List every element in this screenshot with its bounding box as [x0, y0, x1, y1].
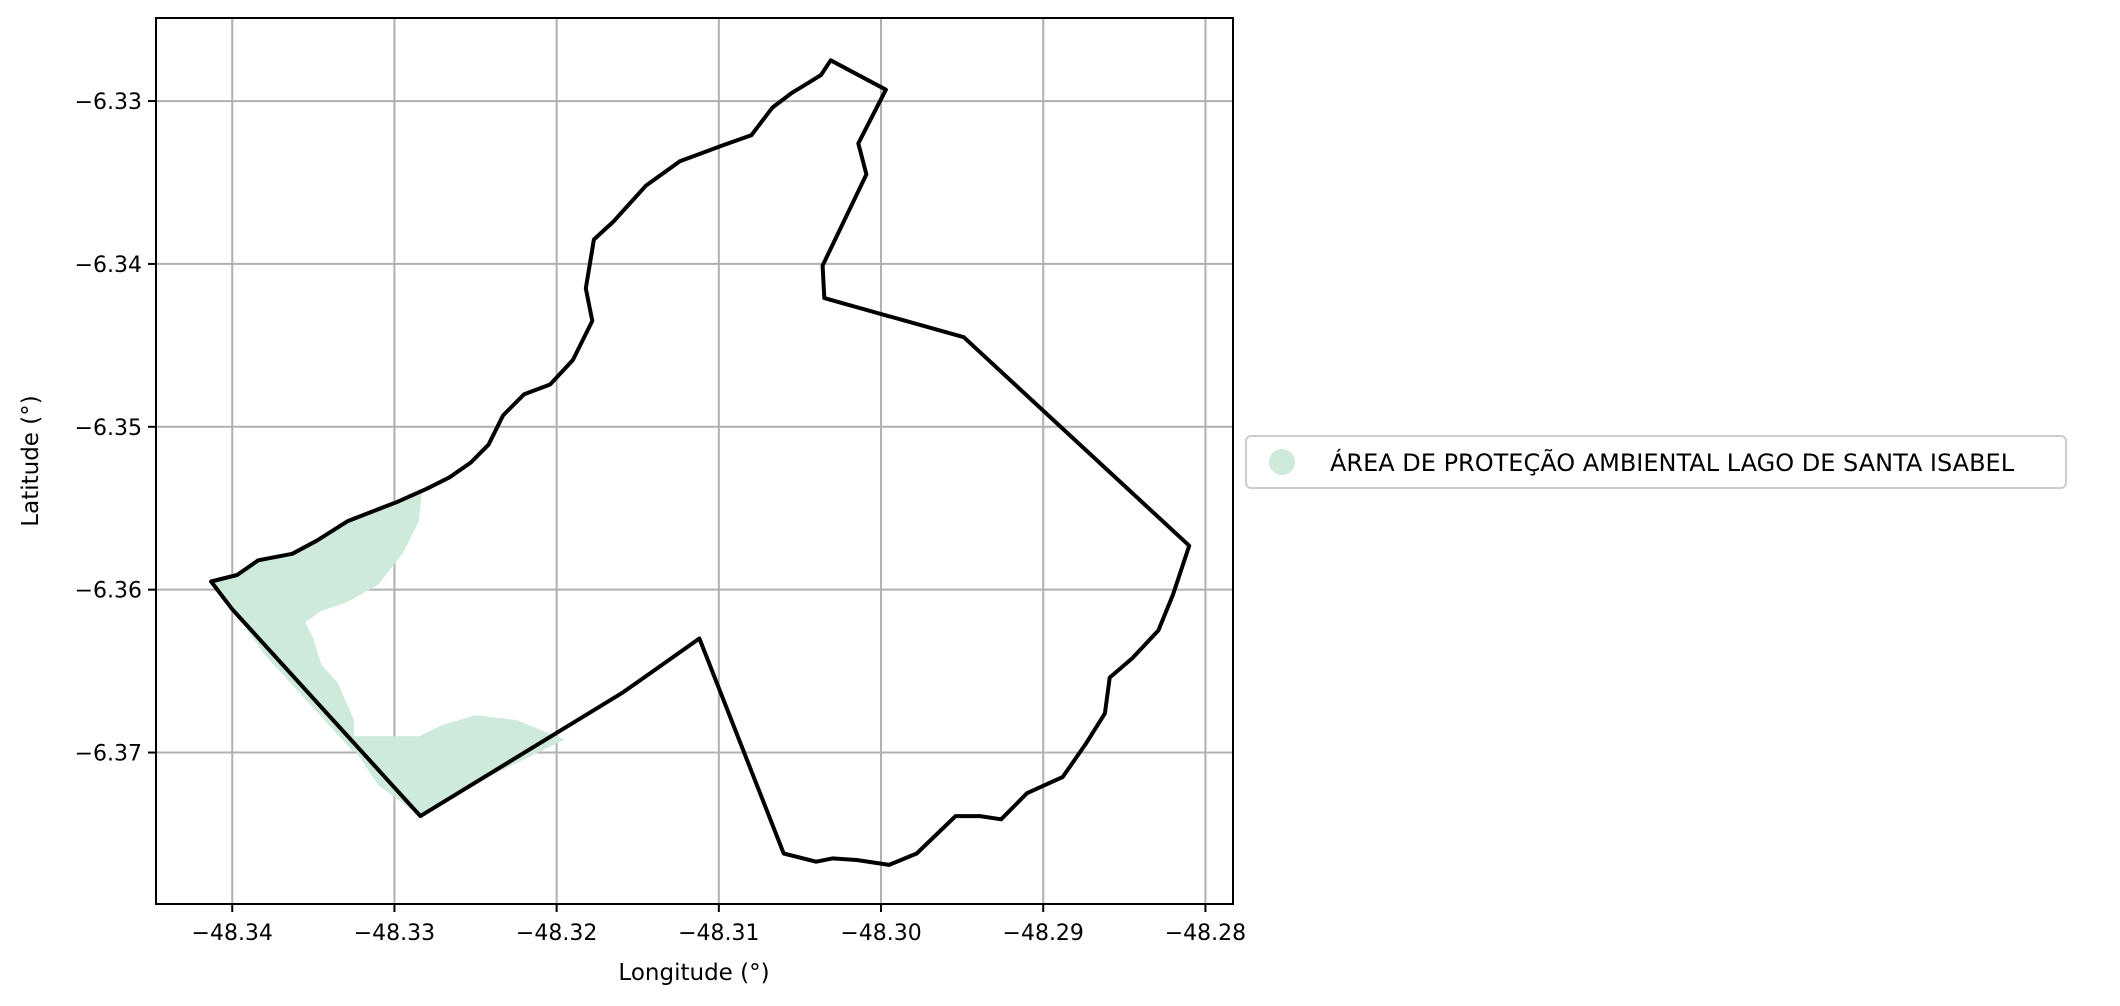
protected-area-polygon	[211, 491, 422, 753]
plot-background	[156, 18, 1233, 904]
x-tick-label: −48.28	[1165, 921, 1246, 946]
y-tick-label: −6.37	[75, 742, 142, 767]
y-tick-label: −6.36	[75, 579, 142, 604]
x-tick-label: −48.32	[516, 921, 597, 946]
y-tick-label: −6.35	[75, 416, 142, 441]
x-axis-label: Longitude (°)	[618, 960, 769, 986]
legend-marker-protected-area	[1269, 449, 1295, 475]
x-tick-label: −48.34	[192, 921, 273, 946]
municipal-boundary-outline	[209, 58, 1192, 867]
x-axis-ticks: −48.34 −48.33 −48.32 −48.31 −48.30 −48.29 −48.…	[192, 904, 1246, 946]
legend: ÁREA DE PROTEÇÃO AMBIENTAL LAGO DE SANTA…	[1245, 435, 2067, 489]
x-tick-label: −48.30	[840, 921, 921, 946]
x-tick-label: −48.31	[678, 921, 759, 946]
protected-area-polygon	[345, 715, 565, 817]
y-axis-ticks: −6.33 −6.34 −6.35 −6.36 −6.37	[75, 90, 156, 767]
y-tick-label: −6.34	[75, 253, 142, 278]
y-axis-label: Latitude (°)	[18, 395, 44, 526]
legend-label-protected-area: ÁREA DE PROTEÇÃO AMBIENTAL LAGO DE SANTA…	[1330, 447, 2015, 477]
x-tick-label: −48.33	[354, 921, 435, 946]
map-layers	[209, 58, 1192, 867]
legend-box	[1245, 435, 2067, 489]
x-tick-label: −48.29	[1003, 921, 1084, 946]
plot-frame	[155, 17, 1234, 905]
y-tick-label: −6.33	[75, 90, 142, 115]
